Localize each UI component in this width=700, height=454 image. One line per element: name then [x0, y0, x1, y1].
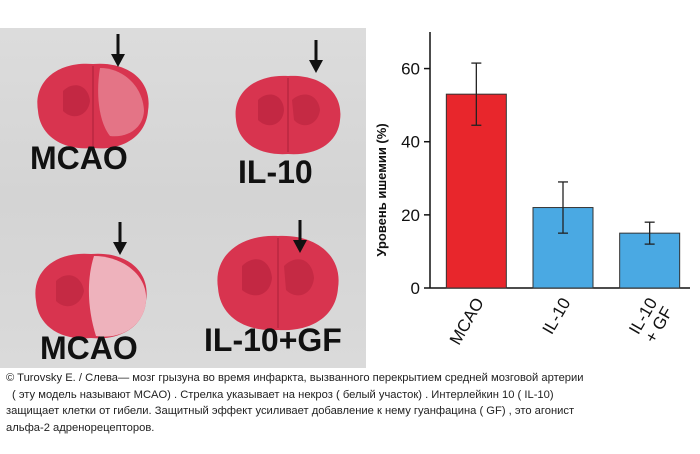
arrow-icon	[309, 40, 323, 73]
brain-slice-mcao-top	[37, 63, 149, 149]
photo-label-mcao-top: MCAO	[30, 140, 128, 176]
x-tick-label: IL-10	[539, 295, 575, 338]
x-tick-label: MCAO	[446, 295, 488, 349]
y-tick-label: 20	[401, 206, 420, 225]
bar-0	[445, 93, 507, 289]
arrow-icon	[293, 220, 307, 253]
brain-photo-panel: MCAO IL-10 MCAO IL-10+GF	[0, 28, 366, 368]
photo-label-il10: IL-10	[238, 154, 313, 190]
x-tick-label: IL-10+ GF	[625, 295, 676, 347]
y-tick-label: 0	[411, 279, 420, 298]
chart-svg: 0 20 40 60 Уровень ишемии (%) MCAO IL-10 IL-10+…	[374, 32, 690, 349]
arrow-icon	[113, 222, 127, 255]
x-tick-label-line: IL-10	[539, 295, 575, 338]
y-tick-label: 60	[401, 60, 420, 79]
ischemia-bar-chart: 0 20 40 60 Уровень ишемии (%) MCAO IL-10 IL-10 +…	[366, 20, 700, 365]
figure-caption: © Turovsky E. / Слева— мозг грызуна во в…	[6, 370, 696, 436]
brain-slice-il10-gf	[217, 235, 339, 331]
caption-line: защищает клетки от гибели. Защитный эффе…	[6, 405, 575, 417]
caption-line: ( эту модель называют MCAO) . Стрелка ук…	[12, 388, 554, 401]
y-tick-label: 40	[401, 133, 420, 152]
caption-line: альфа-2 адренорецепторов.	[6, 421, 155, 434]
caption-line: © Turovsky E. / Слева— мозг грызуна во в…	[6, 372, 584, 384]
y-axis-label: Уровень ишемии (%)	[374, 123, 389, 256]
photo-label-il10-gf: IL-10+GF	[204, 322, 342, 358]
brain-slice-il10	[235, 75, 341, 155]
photo-label-mcao-bottom: MCAO	[40, 330, 138, 366]
x-tick-label-line: MCAO	[446, 295, 488, 349]
arrow-icon	[111, 34, 125, 67]
brain-slice-mcao-bottom	[35, 253, 147, 339]
